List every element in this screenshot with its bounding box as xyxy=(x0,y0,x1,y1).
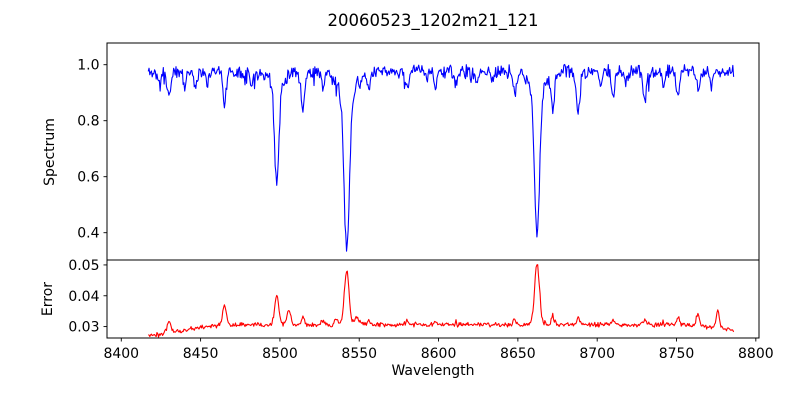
axis-ticks: 8400 8450 8500 8550 8600 8650 8700 8750 8800 0.4 0… xyxy=(68,58,773,362)
spectrum-line xyxy=(147,63,735,252)
x-tick-label: 8550 xyxy=(341,346,377,362)
y-tick-label: 0.04 xyxy=(68,289,99,305)
y-tick-label: 0.4 xyxy=(77,226,99,242)
x-tick-label: 8450 xyxy=(183,346,219,362)
y-tick-label: 0.6 xyxy=(77,170,99,186)
x-axis-label: Wavelength xyxy=(391,363,475,379)
y-tick-label: 0.03 xyxy=(68,320,99,336)
x-tick-label: 8800 xyxy=(738,346,774,362)
x-tick-label: 8600 xyxy=(421,346,457,362)
x-tick-label: 8750 xyxy=(659,346,695,362)
y-tick-label: 1.0 xyxy=(77,58,99,74)
plot-title: 20060523_1202m21_121 xyxy=(327,11,539,30)
y-tick-label: 0.05 xyxy=(68,258,99,274)
x-tick-label: 8500 xyxy=(262,346,298,362)
x-tick-label: 8400 xyxy=(103,346,139,362)
y-tick-label: 0.8 xyxy=(77,114,99,130)
error-panel-frame xyxy=(106,259,760,339)
x-tick-label: 8650 xyxy=(500,346,536,362)
x-tick-label: 8700 xyxy=(579,346,615,362)
error-line xyxy=(148,264,735,338)
